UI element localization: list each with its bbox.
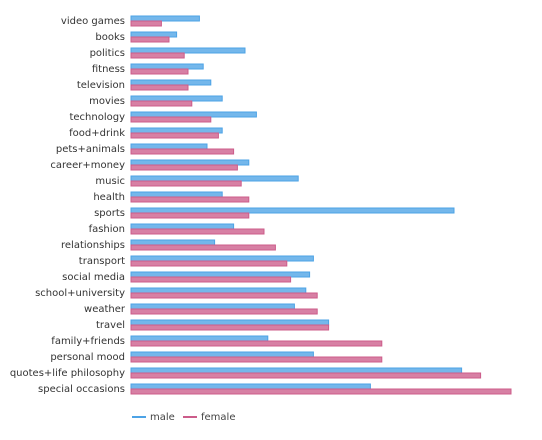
legend-label-female: female: [201, 412, 235, 423]
category-label-social-media: social media: [62, 272, 125, 283]
bar-male-health[interactable]: [130, 191, 223, 198]
bar-male-politics[interactable]: [130, 47, 246, 54]
category-label-movies: movies: [89, 96, 125, 107]
bar-male-sports[interactable]: [130, 207, 455, 214]
category-labels: video games books politics fitness televisio…: [10, 16, 126, 395]
bar-male-special-occasions[interactable]: [130, 383, 371, 390]
bar-female-career-money[interactable]: [130, 164, 238, 171]
bar-male-video-games[interactable]: [130, 15, 200, 22]
bar-male-television[interactable]: [130, 79, 212, 86]
category-label-relationships: relationships: [61, 240, 125, 251]
bar-female-music[interactable]: [130, 180, 242, 187]
category-label-food-drink: food+drink: [69, 128, 125, 139]
bar-male-personal-mood[interactable]: [130, 351, 314, 358]
bar-male-music[interactable]: [130, 175, 299, 182]
bar-male-movies[interactable]: [130, 95, 223, 102]
bar-female-fitness[interactable]: [130, 68, 189, 75]
bar-female-technology[interactable]: [130, 116, 212, 123]
legend-item-female[interactable]: female: [183, 412, 235, 423]
bar-male-career-money[interactable]: [130, 159, 250, 166]
category-label-technology: technology: [69, 112, 125, 123]
bar-male-quotes-life-philosophy[interactable]: [130, 367, 463, 374]
category-label-video-games: video games: [61, 16, 125, 27]
bar-female-pets-animals[interactable]: [130, 148, 235, 155]
category-label-personal-mood: personal mood: [50, 352, 125, 363]
bar-male-transport[interactable]: [130, 255, 314, 262]
bar-male-pets-animals[interactable]: [130, 143, 208, 150]
bar-female-politics[interactable]: [130, 52, 185, 59]
bar-female-television[interactable]: [130, 84, 189, 91]
category-label-career-money: career+money: [50, 160, 125, 171]
bar-female-family-friends[interactable]: [130, 340, 383, 347]
category-label-fashion: fashion: [89, 224, 125, 235]
category-label-transport: transport: [79, 256, 125, 267]
bar-male-travel[interactable]: [130, 319, 330, 326]
category-label-quotes-life-philosophy: quotes+life philosophy: [10, 368, 125, 379]
category-label-special-occasions: special occasions: [38, 384, 125, 395]
bar-female-special-occasions[interactable]: [130, 388, 512, 395]
bar-male-food-drink[interactable]: [130, 127, 223, 134]
bar-male-relationships[interactable]: [130, 239, 216, 246]
category-label-family-friends: family+friends: [51, 336, 125, 347]
category-label-weather: weather: [84, 304, 126, 315]
bar-female-food-drink[interactable]: [130, 132, 219, 139]
category-label-fitness: fitness: [92, 64, 125, 75]
bar-female-video-games[interactable]: [130, 20, 162, 27]
bar-female-personal-mood[interactable]: [130, 356, 383, 363]
legend-label-male: male: [150, 412, 175, 423]
category-label-politics: politics: [90, 48, 125, 59]
bar-female-school-university[interactable]: [130, 292, 318, 299]
bar-female-sports[interactable]: [130, 212, 250, 219]
bars: [130, 15, 512, 395]
legend-item-male[interactable]: male: [132, 412, 175, 423]
category-label-pets-animals: pets+animals: [56, 144, 125, 155]
bar-female-movies[interactable]: [130, 100, 193, 107]
bar-male-social-media[interactable]: [130, 271, 311, 278]
bar-female-health[interactable]: [130, 196, 250, 203]
bar-female-quotes-life-philosophy[interactable]: [130, 372, 482, 379]
bar-female-weather[interactable]: [130, 308, 318, 315]
bar-male-books[interactable]: [130, 31, 178, 38]
category-label-television: television: [77, 80, 125, 91]
bar-male-fashion[interactable]: [130, 223, 235, 230]
category-label-health: health: [93, 192, 125, 203]
bar-female-fashion[interactable]: [130, 228, 265, 235]
bar-male-fitness[interactable]: [130, 63, 204, 70]
category-label-music: music: [95, 176, 125, 187]
bar-female-social-media[interactable]: [130, 276, 292, 283]
bar-male-school-university[interactable]: [130, 287, 307, 294]
category-label-books: books: [95, 32, 125, 43]
bar-female-transport[interactable]: [130, 260, 288, 267]
category-label-sports: sports: [94, 208, 125, 219]
bar-male-weather[interactable]: [130, 303, 295, 310]
bar-female-books[interactable]: [130, 36, 170, 43]
bar-male-technology[interactable]: [130, 111, 257, 118]
category-label-travel: travel: [96, 320, 125, 331]
legend: male female: [132, 412, 235, 423]
bar-female-travel[interactable]: [130, 324, 330, 331]
bar-male-family-friends[interactable]: [130, 335, 269, 342]
category-label-school-university: school+university: [35, 288, 125, 299]
bar-female-relationships[interactable]: [130, 244, 276, 251]
